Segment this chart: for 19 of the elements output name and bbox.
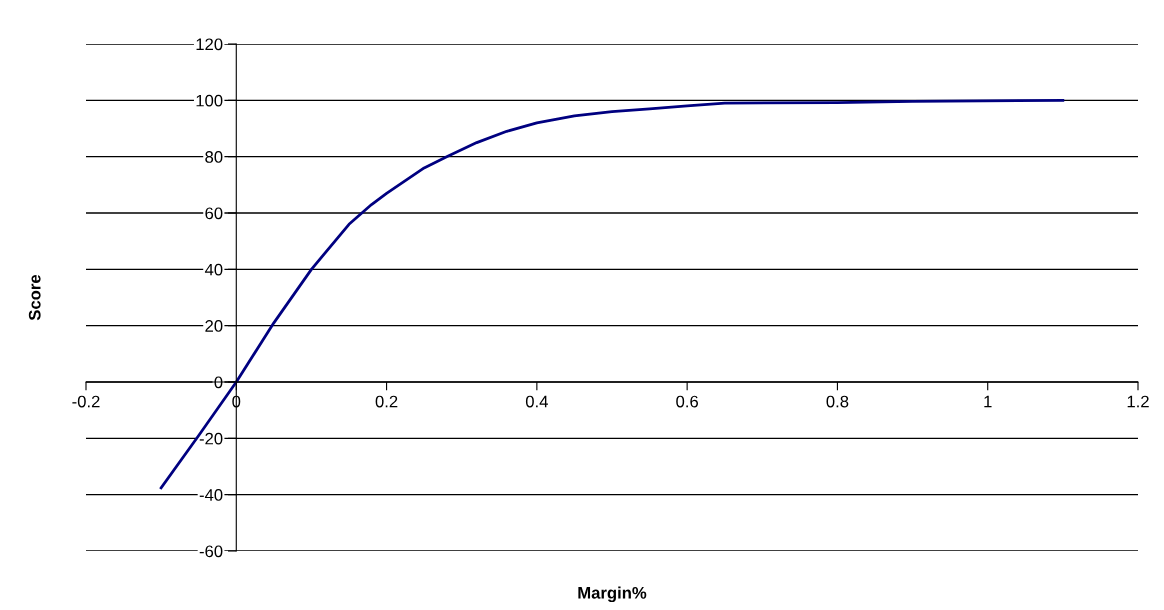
y-tick-label: 120: [196, 38, 223, 51]
y-axis-title: Score: [28, 274, 41, 321]
y-tick-label: 0: [214, 376, 223, 389]
x-tick-label: 0.6: [676, 395, 698, 408]
x-tick-label: -0.2: [72, 395, 100, 408]
y-tick-label: 80: [205, 151, 223, 163]
x-tick-label: 0.8: [826, 395, 849, 408]
y-tick-label: -20: [199, 432, 223, 445]
x-axis-title: Margin%: [578, 586, 647, 603]
x-tick-label: 1: [984, 395, 992, 408]
y-tick-label: 20: [205, 320, 223, 332]
y-tick-label: 60: [205, 207, 223, 220]
x-tick-label: 0.2: [375, 395, 398, 408]
x-tick-label: 1.2: [1127, 395, 1149, 408]
y-tick-label: 40: [204, 263, 223, 276]
x-tick-label: 0.4: [525, 395, 548, 408]
y-tick-label: -40: [199, 489, 223, 501]
y-tick-label: -60: [199, 545, 223, 558]
y-tick-label: 100: [196, 94, 223, 107]
